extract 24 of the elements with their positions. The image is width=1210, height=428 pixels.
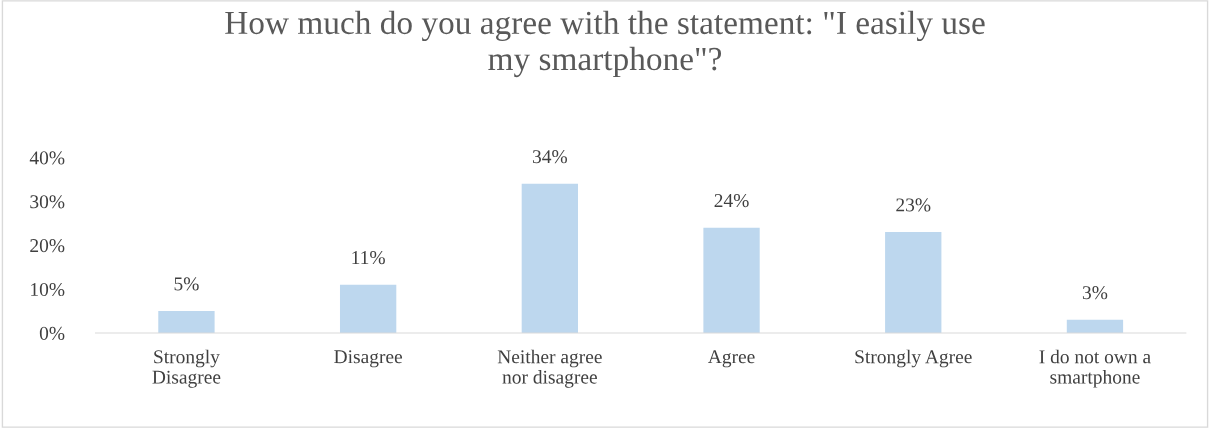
bar (158, 311, 215, 333)
bar (339, 284, 397, 333)
y-tick-label: 20% (30, 239, 65, 253)
x-tick-label: Strongly Agree (855, 349, 972, 368)
data-label: 34% (532, 150, 567, 164)
bar (885, 232, 942, 333)
bar (521, 183, 579, 333)
x-tick-label: Strongly Disagree (152, 349, 221, 388)
bar (1066, 319, 1124, 333)
x-tick-label: Neither agree nor disagree (497, 349, 602, 388)
data-label: 23% (896, 198, 931, 212)
data-label: 5% (174, 277, 199, 291)
data-label: 11% (352, 250, 385, 265)
y-tick-label: 0% (39, 326, 65, 340)
y-tick-label: 40% (29, 151, 65, 165)
y-tick-label: 30% (30, 195, 65, 209)
x-tick-label: I do not own a smartphone (1039, 349, 1151, 388)
bar (703, 227, 760, 333)
data-label: 3% (1082, 286, 1108, 300)
data-label: 24% (714, 193, 749, 208)
chart-title: How much do you agree with the statement: "I easily use my smartphone"? (225, 10, 985, 78)
x-tick-label: Disagree (334, 350, 403, 368)
x-tick-label: Agree (707, 350, 755, 368)
y-tick-label: 10% (31, 282, 65, 297)
